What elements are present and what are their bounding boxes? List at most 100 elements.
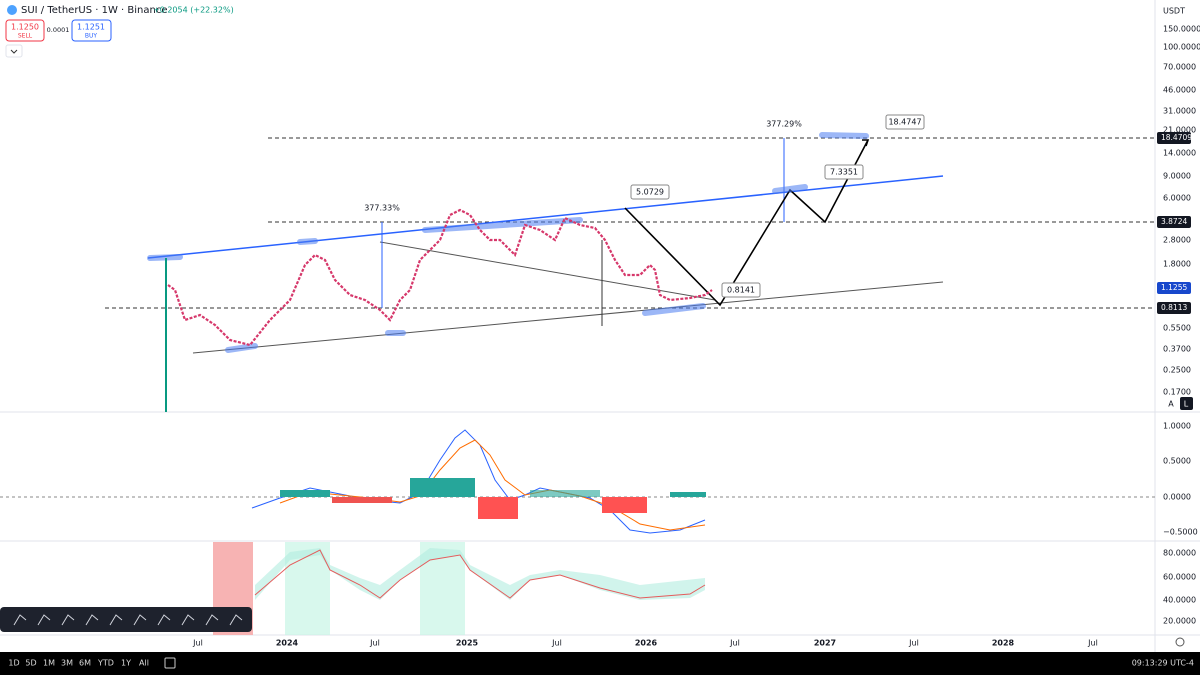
highlight: [642, 303, 706, 316]
price-tick-label: 46.0000: [1163, 86, 1196, 95]
price-badge: [1157, 282, 1191, 294]
highlight: [297, 238, 318, 245]
histogram: [478, 497, 518, 519]
price-badge-label: 18.4709: [1161, 133, 1192, 142]
range-button[interactable]: All: [139, 659, 149, 668]
price-tick-label: 21.0000: [1163, 126, 1196, 135]
sell-price: 1.1250: [11, 23, 39, 32]
drawings: [105, 132, 1155, 412]
range-button[interactable]: YTD: [97, 659, 114, 668]
rsi-band: [255, 548, 705, 600]
rsi-tick-label: 80.0000: [1163, 549, 1196, 558]
sell-button[interactable]: [5, 19, 45, 42]
currency: USDT: [1163, 7, 1185, 16]
buy-button[interactable]: [71, 19, 112, 42]
arrow-head: [862, 139, 870, 147]
range-button[interactable]: 6M: [79, 659, 91, 668]
channel-bottom: [192, 281, 944, 354]
time-tick-label: Jul: [551, 639, 562, 648]
time-tick-label: 2027: [814, 639, 836, 648]
histogram: [602, 497, 647, 513]
tool-icon[interactable]: [157, 614, 171, 626]
clock: 09:13:29 UTC-4: [1132, 659, 1194, 668]
scale-button-bg: [1180, 397, 1193, 410]
price-badge: [1157, 216, 1191, 228]
buy-price: 1.1251: [77, 23, 105, 32]
price-tick-label: 1.8000: [1163, 260, 1191, 269]
time-tick-label: 2026: [635, 639, 658, 648]
price-badge-label: 0.8113: [1161, 303, 1187, 312]
price-tick-label: 0.1700: [1163, 388, 1191, 397]
price-badge: [1157, 302, 1191, 314]
range-button[interactable]: 1M: [43, 659, 55, 668]
histogram: [280, 490, 330, 497]
callout: [721, 282, 761, 298]
scale-button[interactable]: A: [1168, 400, 1174, 409]
price-tick-label: 6.0000: [1163, 194, 1191, 203]
macd-tick-label: 0.0000: [1163, 493, 1191, 502]
price-tick-label: 70.0000: [1163, 63, 1196, 72]
annotation: 18.4747: [888, 118, 921, 127]
channel-top: [147, 175, 944, 259]
symbol-title: SUI / TetherUS · 1W · Binance: [21, 5, 168, 16]
price-series: [167, 208, 713, 347]
rsi-tick-label: 20.0000: [1163, 617, 1196, 626]
callout: [885, 114, 925, 130]
price-tick-label: 0.3700: [1163, 345, 1191, 354]
annotation: 0.8141: [727, 286, 755, 295]
tool-icon[interactable]: [229, 614, 243, 626]
highlight: [819, 132, 869, 139]
macd-tick-label: 1.0000: [1163, 422, 1191, 431]
price-tick-label: 0.5500: [1163, 324, 1191, 333]
macd-tick-label: 0.5000: [1163, 457, 1191, 466]
macd-pane: [0, 429, 1155, 534]
time-tick-label: Jul: [729, 639, 740, 648]
spread: 0.0001: [47, 26, 70, 34]
settings-icon[interactable]: [1175, 637, 1185, 647]
tool-icon[interactable]: [13, 614, 27, 626]
tool-icon[interactable]: [133, 614, 147, 626]
tool-icon[interactable]: [85, 614, 99, 626]
price-tick-label: 31.0000: [1163, 107, 1196, 116]
range-button[interactable]: 5D: [25, 659, 36, 668]
histogram: [410, 478, 475, 497]
time-tick-label: Jul: [1087, 639, 1098, 648]
drawing-toolbar: [0, 607, 252, 632]
time-tick-label: 2025: [456, 639, 479, 648]
buy-label: BUY: [85, 33, 98, 40]
histogram: [332, 497, 392, 503]
price-badge-label: 1.1255: [1161, 283, 1187, 292]
symbol-icon: [7, 5, 17, 15]
range-button[interactable]: 1D: [8, 659, 19, 668]
time-tick-label: 2024: [276, 639, 299, 648]
tool-icon[interactable]: [181, 614, 195, 626]
rsi-line: [254, 549, 706, 599]
price-badge: [1157, 132, 1191, 144]
price-tick-label: 2.8000: [1163, 236, 1191, 245]
price-tick-label: 150.0000: [1163, 25, 1200, 34]
price-tick-label: 0.2500: [1163, 366, 1191, 375]
range-button[interactable]: 3M: [61, 659, 73, 668]
histogram: [530, 490, 600, 497]
tool-icon[interactable]: [37, 614, 51, 626]
date-picker[interactable]: [164, 657, 176, 669]
highlight: [772, 184, 808, 194]
price-change: +0.2054 (+22.32%): [153, 6, 234, 15]
tool-icon[interactable]: [205, 614, 219, 626]
time-tick-label: Jul: [908, 639, 919, 648]
annotation: 377.33%: [364, 204, 400, 213]
trend-line: [379, 241, 716, 301]
collapse-button[interactable]: [5, 44, 23, 58]
scale-button[interactable]: L: [1184, 400, 1189, 409]
range-button[interactable]: 1Y: [121, 659, 131, 668]
tool-icon[interactable]: [109, 614, 123, 626]
annotation: 5.0729: [636, 188, 664, 197]
highlight: [225, 343, 258, 353]
tool-icon[interactable]: [61, 614, 75, 626]
time-tick-label: Jul: [192, 639, 203, 648]
sell-label: SELL: [18, 33, 33, 40]
price-tick-label: 9.0000: [1163, 172, 1191, 181]
time-tick-label: Jul: [369, 639, 380, 648]
annotation: 7.3351: [830, 168, 858, 177]
